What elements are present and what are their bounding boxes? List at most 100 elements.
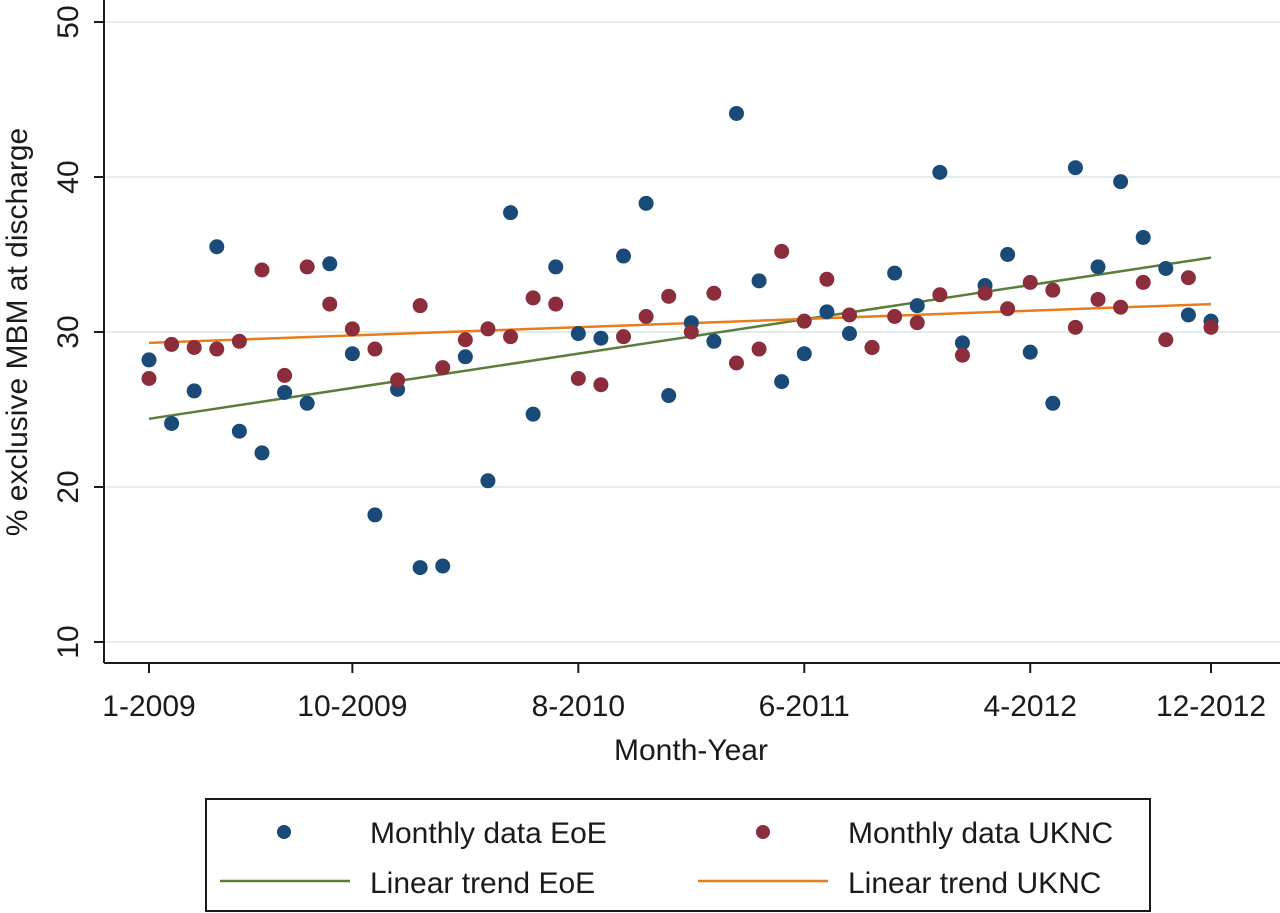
data-point-monthly-data-uknc bbox=[954, 347, 970, 363]
data-point-monthly-data-eoe bbox=[525, 406, 541, 422]
data-point-monthly-data-eoe bbox=[254, 445, 270, 461]
data-point-monthly-data-uknc bbox=[164, 336, 180, 352]
legend-label-eoe-trend: Linear trend EoE bbox=[370, 867, 595, 900]
data-point-monthly-data-uknc bbox=[796, 313, 812, 329]
data-point-monthly-data-uknc bbox=[1180, 270, 1196, 286]
data-point-monthly-data-uknc bbox=[1203, 319, 1219, 335]
data-point-monthly-data-eoe bbox=[209, 239, 225, 255]
data-point-monthly-data-eoe bbox=[1113, 174, 1129, 190]
data-point-monthly-data-eoe bbox=[706, 333, 722, 349]
data-point-monthly-data-uknc bbox=[661, 288, 677, 304]
data-point-monthly-data-uknc bbox=[457, 332, 473, 348]
data-point-monthly-data-uknc bbox=[1022, 274, 1038, 290]
y-tick-label: 50 bbox=[52, 5, 85, 38]
data-point-monthly-data-uknc bbox=[819, 271, 835, 287]
data-point-monthly-data-uknc bbox=[909, 315, 925, 331]
data-point-monthly-data-uknc bbox=[344, 321, 360, 337]
data-point-monthly-data-uknc bbox=[209, 341, 225, 357]
data-point-monthly-data-uknc bbox=[390, 372, 406, 388]
x-tick-label: 6-2011 bbox=[759, 690, 850, 723]
data-point-monthly-data-uknc bbox=[570, 371, 586, 386]
x-tick-label: 10-2009 bbox=[297, 690, 407, 723]
data-point-monthly-data-uknc bbox=[977, 285, 993, 301]
data-point-monthly-data-uknc bbox=[593, 377, 609, 393]
data-point-monthly-data-eoe bbox=[819, 304, 835, 320]
data-point-monthly-data-uknc bbox=[1067, 319, 1083, 335]
data-point-monthly-data-eoe bbox=[1180, 307, 1196, 323]
data-point-monthly-data-uknc bbox=[774, 243, 790, 259]
data-point-monthly-data-uknc bbox=[412, 298, 428, 314]
data-point-monthly-data-eoe bbox=[1135, 229, 1151, 245]
data-point-monthly-data-eoe bbox=[954, 335, 970, 351]
x-tick-label: 12-2012 bbox=[1156, 690, 1266, 723]
data-point-monthly-data-eoe bbox=[570, 326, 586, 342]
data-points bbox=[141, 105, 1219, 576]
data-point-monthly-data-eoe bbox=[344, 346, 360, 362]
data-point-monthly-data-uknc bbox=[728, 355, 744, 371]
data-point-monthly-data-uknc bbox=[751, 341, 767, 357]
data-point-monthly-data-uknc bbox=[254, 262, 270, 278]
data-point-monthly-data-eoe bbox=[841, 326, 857, 342]
data-point-monthly-data-eoe bbox=[887, 265, 903, 281]
data-point-monthly-data-uknc bbox=[1113, 299, 1129, 315]
x-tick-label: 4-2012 bbox=[984, 690, 1077, 723]
data-point-monthly-data-uknc bbox=[1090, 291, 1106, 307]
x-ticks: 1-2009 10-2009 8-2010 6-2011 4-2012 12-2012 bbox=[102, 663, 1266, 723]
data-point-monthly-data-eoe bbox=[796, 346, 812, 362]
data-point-monthly-data-eoe bbox=[435, 558, 451, 574]
data-point-monthly-data-eoe bbox=[322, 256, 338, 272]
data-point-monthly-data-eoe bbox=[616, 248, 632, 264]
data-point-monthly-data-uknc bbox=[277, 367, 293, 383]
data-point-monthly-data-eoe bbox=[164, 415, 180, 431]
trend-lines bbox=[148, 256, 1212, 421]
legend-label-uknc-trend: Linear trend UKNC bbox=[848, 867, 1101, 900]
data-point-monthly-data-eoe bbox=[231, 423, 247, 439]
data-point-monthly-data-uknc bbox=[367, 341, 383, 357]
data-point-monthly-data-eoe bbox=[480, 473, 496, 489]
data-point-monthly-data-eoe bbox=[1022, 344, 1038, 360]
y-tick-label: 10 bbox=[52, 625, 85, 658]
y-tick-label: 30 bbox=[52, 315, 85, 348]
data-point-monthly-data-eoe bbox=[367, 507, 383, 523]
data-point-monthly-data-eoe bbox=[661, 388, 677, 404]
data-point-monthly-data-eoe bbox=[1090, 259, 1106, 275]
data-point-monthly-data-eoe bbox=[728, 105, 744, 121]
data-point-monthly-data-uknc bbox=[503, 329, 519, 345]
data-point-monthly-data-uknc bbox=[683, 324, 699, 340]
data-point-monthly-data-eoe bbox=[277, 384, 293, 400]
legend-marker-eoe bbox=[277, 825, 291, 839]
data-point-monthly-data-uknc bbox=[141, 371, 157, 386]
data-point-monthly-data-uknc bbox=[887, 309, 903, 324]
legend-label-uknc-data: Monthly data UKNC bbox=[848, 817, 1113, 850]
x-axis-title: Month-Year bbox=[614, 734, 768, 767]
legend-marker-uknc bbox=[756, 825, 770, 839]
legend-frame bbox=[205, 798, 1151, 912]
data-point-monthly-data-eoe bbox=[774, 374, 790, 390]
data-point-monthly-data-eoe bbox=[638, 195, 654, 211]
data-point-monthly-data-eoe bbox=[1045, 395, 1061, 411]
y-ticks: 10 20 30 40 50 bbox=[52, 5, 104, 659]
y-tick-label: 20 bbox=[52, 470, 85, 503]
data-point-monthly-data-uknc bbox=[1158, 332, 1174, 348]
data-point-monthly-data-eoe bbox=[1000, 247, 1016, 262]
legend-label-eoe-data: Monthly data EoE bbox=[370, 817, 607, 850]
data-point-monthly-data-eoe bbox=[593, 330, 609, 346]
data-point-monthly-data-uknc bbox=[706, 285, 722, 301]
data-point-monthly-data-uknc bbox=[231, 333, 247, 349]
data-point-monthly-data-eoe bbox=[548, 259, 564, 275]
data-point-monthly-data-uknc bbox=[186, 340, 202, 355]
data-point-monthly-data-uknc bbox=[322, 296, 338, 312]
data-point-monthly-data-eoe bbox=[141, 352, 157, 368]
y-tick-label: 40 bbox=[52, 160, 85, 193]
data-point-monthly-data-uknc bbox=[841, 307, 857, 323]
data-point-monthly-data-uknc bbox=[299, 259, 315, 275]
data-point-monthly-data-eoe bbox=[186, 383, 202, 399]
data-point-monthly-data-eoe bbox=[751, 273, 767, 289]
data-point-monthly-data-uknc bbox=[932, 287, 948, 303]
data-point-monthly-data-uknc bbox=[1135, 274, 1151, 290]
data-point-monthly-data-eoe bbox=[932, 164, 948, 180]
data-point-monthly-data-eoe bbox=[457, 349, 473, 365]
data-point-monthly-data-uknc bbox=[616, 329, 632, 345]
x-tick-label: 1-2009 bbox=[102, 690, 195, 723]
